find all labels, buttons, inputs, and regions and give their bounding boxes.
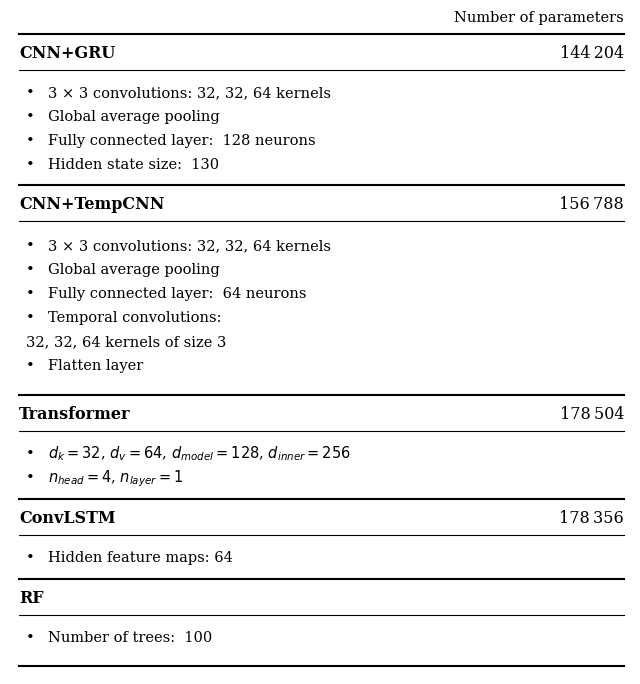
Text: 3 × 3 convolutions: 32, 32, 64 kernels: 3 × 3 convolutions: 32, 32, 64 kernels [48,239,331,253]
Text: Fully connected layer:  128 neurons: Fully connected layer: 128 neurons [48,134,316,148]
Text: 3 × 3 convolutions: 32, 32, 64 kernels: 3 × 3 convolutions: 32, 32, 64 kernels [48,86,331,100]
Text: 32, 32, 64 kernels of size 3: 32, 32, 64 kernels of size 3 [26,335,226,349]
Text: Number of parameters: Number of parameters [454,11,624,25]
Text: •: • [26,239,35,253]
Text: ConvLSTM: ConvLSTM [19,510,116,527]
Text: •: • [26,158,35,172]
Text: $d_k = 32$, $d_v = 64$, $d_{model} = 128$, $d_{inner} = 256$: $d_k = 32$, $d_v = 64$, $d_{model} = 128… [48,444,351,462]
Text: •: • [26,359,35,373]
Text: •: • [26,631,35,645]
Text: Fully connected layer:  64 neurons: Fully connected layer: 64 neurons [48,287,307,301]
Text: •: • [26,110,35,124]
Text: 144 204: 144 204 [560,45,624,62]
Text: CNN+GRU: CNN+GRU [19,45,116,62]
Text: Hidden state size:  130: Hidden state size: 130 [48,158,219,172]
Text: RF: RF [19,590,44,607]
Text: Hidden feature maps: 64: Hidden feature maps: 64 [48,551,233,565]
Text: Number of trees:  100: Number of trees: 100 [48,631,212,645]
Text: •: • [26,287,35,301]
Text: •: • [26,86,35,100]
Text: Transformer: Transformer [19,406,131,423]
Text: Temporal convolutions:: Temporal convolutions: [48,311,221,325]
Text: Global average pooling: Global average pooling [48,263,220,277]
Text: Flatten layer: Flatten layer [48,359,143,373]
Text: Global average pooling: Global average pooling [48,110,220,124]
Text: •: • [26,471,35,485]
Text: •: • [26,447,35,461]
Text: •: • [26,263,35,277]
Text: 178 504: 178 504 [559,406,624,423]
Text: $n_{head} = 4$, $n_{layer} = 1$: $n_{head} = 4$, $n_{layer} = 1$ [48,468,183,488]
Text: CNN+TempCNN: CNN+TempCNN [19,196,164,213]
Text: •: • [26,311,35,325]
Text: 178 356: 178 356 [559,510,624,527]
Text: 156 788: 156 788 [559,196,624,213]
Text: •: • [26,551,35,565]
Text: •: • [26,134,35,148]
